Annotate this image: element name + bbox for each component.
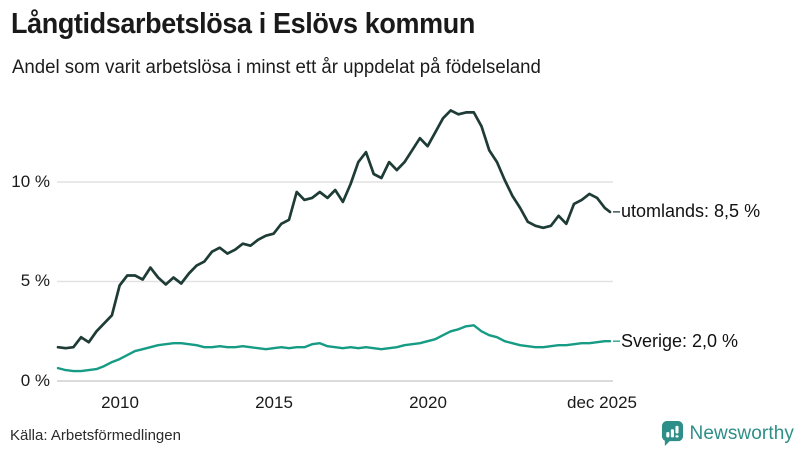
- series-line-utomlands: [56, 109, 612, 350]
- x-axis-tick-2020: 2020: [409, 393, 447, 412]
- newsworthy-logo[interactable]: Newsworthy: [661, 420, 794, 447]
- source-text: Källa: Arbetsförmedlingen: [10, 427, 181, 444]
- series-label-sverige: Sverige: 2,0 %: [621, 331, 739, 351]
- y-axis-tick-0: 0 %: [20, 371, 50, 390]
- y-axis-tick-5: 5 %: [20, 271, 50, 290]
- newsworthy-bubble-chart-icon: [661, 421, 683, 446]
- page-title: Långtidsarbetslösa i Eslövs kommun: [11, 8, 475, 40]
- gridlines: [57, 181, 613, 382]
- x-axis-tick-2015: 2015: [255, 393, 293, 412]
- newsworthy-brand-text: Newsworthy: [689, 422, 794, 444]
- chart-subtitle: Andel som varit arbetslösa i minst ett å…: [12, 57, 541, 78]
- series-label-utomlands: utomlands: 8,5 %: [621, 201, 761, 221]
- y-axis-tick-10: 10 %: [11, 172, 50, 191]
- x-axis-tick-dec2025: dec 2025: [567, 393, 637, 412]
- series-line-sverige: [56, 324, 612, 373]
- x-axis-tick-2010: 2010: [101, 393, 139, 412]
